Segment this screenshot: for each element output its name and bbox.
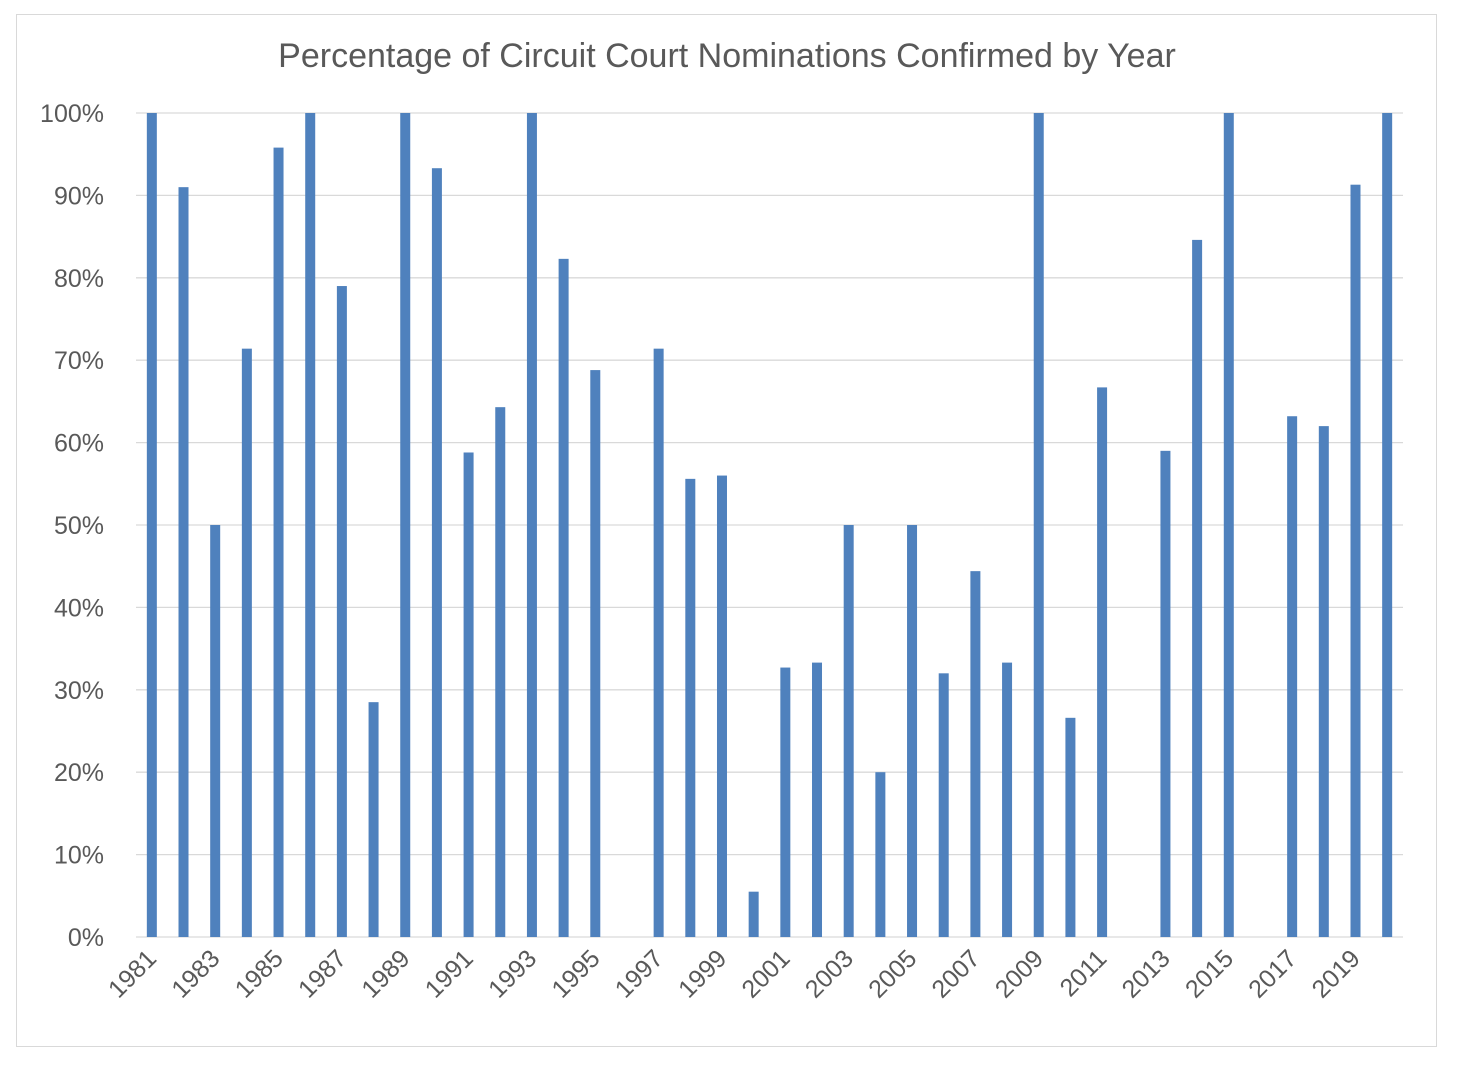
bar-2013 bbox=[1160, 450, 1171, 937]
x-tick-label: 1991 bbox=[420, 944, 479, 1003]
bar-2011 bbox=[1097, 387, 1108, 938]
bar-2014 bbox=[1192, 239, 1203, 937]
bar-2008 bbox=[1002, 662, 1013, 937]
x-tick-label: 1995 bbox=[546, 944, 605, 1003]
bar-1988 bbox=[368, 702, 379, 937]
x-tick-label: 2009 bbox=[990, 944, 1049, 1003]
bar-1987 bbox=[336, 286, 347, 937]
y-tick-label: 0% bbox=[68, 924, 104, 952]
bar-2000 bbox=[748, 891, 759, 937]
bar-2020 bbox=[1382, 113, 1393, 937]
bar-1991 bbox=[463, 452, 474, 937]
x-tick-label: 1983 bbox=[166, 944, 225, 1003]
x-tick-label: 1989 bbox=[356, 944, 415, 1003]
gridlines bbox=[136, 112, 1403, 938]
bar-2004 bbox=[875, 772, 886, 937]
bar-1990 bbox=[431, 168, 442, 937]
x-tick-label: 2019 bbox=[1307, 944, 1366, 1003]
x-tick-label: 2005 bbox=[863, 944, 922, 1003]
bar-2009 bbox=[1033, 113, 1044, 937]
bar-2007 bbox=[970, 571, 981, 937]
bars bbox=[146, 113, 1393, 938]
y-tick-label: 80% bbox=[54, 265, 104, 293]
bar-1994 bbox=[558, 258, 569, 937]
y-tick-label: 50% bbox=[54, 512, 104, 540]
bar-2018 bbox=[1318, 426, 1329, 937]
bar-1986 bbox=[305, 113, 316, 937]
y-axis-tick-labels: 0% 10% 20% 30% 40% 50% 60% 70% 80% 90% 100% bbox=[40, 100, 104, 952]
x-tick-label: 2015 bbox=[1180, 944, 1239, 1003]
bar-2017 bbox=[1287, 416, 1298, 937]
bar-1998 bbox=[685, 478, 696, 937]
x-tick-label: 1997 bbox=[610, 944, 669, 1003]
bar-1982 bbox=[178, 187, 189, 937]
x-tick-label: 2013 bbox=[1117, 944, 1176, 1003]
x-tick-label: 2003 bbox=[800, 944, 859, 1003]
bar-1985 bbox=[273, 147, 284, 937]
x-tick-label: 2001 bbox=[736, 944, 795, 1003]
x-tick-label: 2011 bbox=[1055, 944, 1113, 1002]
bar-2019 bbox=[1350, 184, 1361, 938]
bar-1995 bbox=[590, 370, 601, 937]
y-tick-label: 60% bbox=[54, 430, 104, 458]
y-tick-label: 40% bbox=[54, 594, 104, 622]
bar-2005 bbox=[907, 525, 918, 937]
bar-2010 bbox=[1065, 717, 1076, 937]
x-tick-label: 1999 bbox=[673, 944, 732, 1003]
y-tick-label: 10% bbox=[54, 842, 104, 870]
bar-2015 bbox=[1223, 113, 1234, 937]
y-tick-label: 90% bbox=[54, 182, 104, 210]
x-axis-tick-labels: 1981 1983 1985 1987 1989 1991 1993 1995 1997 1999… bbox=[103, 944, 1366, 1003]
x-tick-label: 1987 bbox=[293, 944, 352, 1003]
x-tick-label: 2007 bbox=[926, 944, 985, 1003]
bar-1989 bbox=[400, 113, 411, 937]
y-tick-label: 100% bbox=[40, 100, 104, 128]
bar-2001 bbox=[780, 667, 791, 937]
bar-1997 bbox=[653, 348, 664, 937]
chart-title: Percentage of Circuit Court Nominations … bbox=[278, 37, 1176, 75]
bar-1984 bbox=[241, 348, 252, 937]
bar-2003 bbox=[843, 525, 854, 937]
x-tick-label: 2017 bbox=[1243, 944, 1302, 1003]
x-tick-label: 1993 bbox=[483, 944, 542, 1003]
y-tick-label: 20% bbox=[54, 759, 104, 787]
y-tick-label: 30% bbox=[54, 677, 104, 705]
bar-1993 bbox=[526, 113, 537, 937]
bar-1983 bbox=[210, 525, 221, 937]
bar-2006 bbox=[938, 673, 949, 937]
bar-1999 bbox=[716, 475, 727, 937]
x-tick-label: 1985 bbox=[230, 944, 289, 1003]
bar-1981 bbox=[146, 113, 157, 937]
bar-2002 bbox=[812, 662, 823, 937]
bar-1992 bbox=[495, 407, 506, 938]
x-tick-label: 1981 bbox=[103, 944, 162, 1003]
y-tick-label: 70% bbox=[54, 347, 104, 375]
